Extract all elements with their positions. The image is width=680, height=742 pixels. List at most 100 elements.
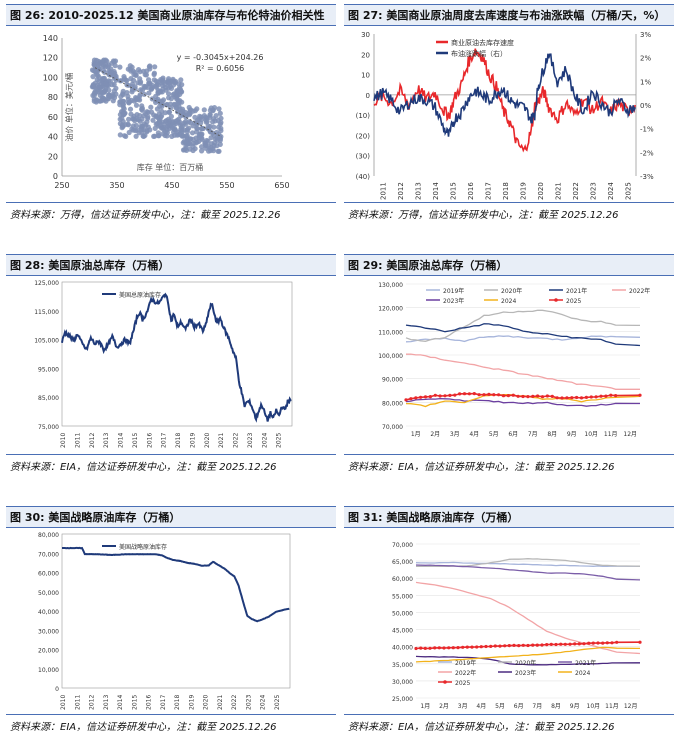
series-marker <box>559 642 563 646</box>
legend-label: 2023年 <box>443 297 464 305</box>
scatter-point <box>183 133 189 139</box>
panel-fig28: 图 28: 美国原油总库存（万桶） 75,000 85,000 95,000 105,… <box>6 254 336 473</box>
x-tick-label: 2025 <box>276 433 283 448</box>
scatter-point <box>151 70 157 76</box>
y-tick-label: 50,000 <box>38 590 59 597</box>
scatter-point <box>124 90 130 96</box>
scatter-point <box>164 133 170 139</box>
series-marker <box>419 646 423 650</box>
series-marker <box>521 394 525 399</box>
series-marker <box>487 392 491 396</box>
series-marker <box>433 393 437 397</box>
series-marker <box>458 392 462 396</box>
left-tick-label: (40) <box>356 173 371 181</box>
x-tick-label: 2022 <box>231 695 238 710</box>
scatter-point <box>202 142 208 148</box>
series-marker <box>506 394 510 398</box>
source-note: 资料来源：万得，信达证券研发中心，注：截至 2025.12.26 <box>6 202 336 221</box>
y-tick-label: 80,000 <box>38 532 59 539</box>
series-marker <box>453 393 457 397</box>
scatter-point <box>153 99 159 105</box>
x-tick-label: 9月 <box>567 431 577 438</box>
scatter-point <box>170 120 176 126</box>
x-tick-label: 2015 <box>132 433 139 448</box>
panel-title: 图 30: 美国战略原油库存（万桶） <box>6 506 336 528</box>
scatter-point <box>126 129 132 136</box>
x-tick-label: 9月 <box>570 703 580 710</box>
legend-label: 布油涨跌幅（右） <box>451 49 507 58</box>
series-marker <box>492 393 496 397</box>
scatter-point <box>148 104 154 110</box>
x-tick-label: 650 <box>274 181 289 190</box>
scatter-point <box>120 98 126 105</box>
right-tick-label: 0% <box>640 102 651 110</box>
scatter-point <box>168 85 175 91</box>
series-marker <box>550 394 554 398</box>
x-tick-label: 5月 <box>495 703 505 710</box>
y-tick-label: 0 <box>55 686 59 693</box>
series-line <box>405 323 641 347</box>
scatter-point <box>100 76 107 82</box>
legend-label: 2020年 <box>515 659 536 667</box>
scatter-point <box>150 117 156 123</box>
series-marker <box>589 395 593 399</box>
x-tick-label: 2013 <box>103 433 110 448</box>
scatter-point <box>132 70 138 76</box>
series-line <box>61 292 292 423</box>
series-marker <box>531 643 535 647</box>
series-marker <box>497 393 501 397</box>
scatter-point <box>166 109 172 115</box>
left-tick-label: 20 <box>361 51 370 59</box>
x-tick-label: 2023 <box>245 695 252 710</box>
legend-label: 2022年 <box>629 287 650 295</box>
series-marker <box>456 646 460 650</box>
y-tick-label: 30,000 <box>392 679 413 686</box>
series-marker <box>437 646 441 650</box>
x-tick-label: 2024 <box>607 182 615 200</box>
x-tick-label: 2013 <box>103 695 110 710</box>
y-tick-label: 130,000 <box>378 282 403 289</box>
scatter-point <box>174 94 180 101</box>
plot-area <box>61 281 293 427</box>
scatter-point <box>153 83 159 89</box>
x-tick-label: 6月 <box>508 431 518 438</box>
y-tick-label: 30,000 <box>38 628 59 635</box>
plot-area <box>61 533 291 689</box>
series-marker <box>609 393 613 397</box>
x-tick-label: 2016 <box>146 695 153 710</box>
x-tick-label: 4月 <box>476 703 486 710</box>
y-tick-label: 95,000 <box>38 366 59 373</box>
series-marker <box>591 641 595 645</box>
series-marker <box>540 643 544 647</box>
x-axis-label: 库存 单位：百万桶 <box>137 162 204 172</box>
scatter-point <box>90 74 96 80</box>
right-tick-label: -1% <box>640 126 654 134</box>
y-tick-label: 120 <box>43 54 58 63</box>
scatter-point <box>143 83 149 90</box>
series-marker <box>560 396 564 400</box>
x-tick-label: 2011 <box>380 182 388 200</box>
series-marker <box>638 393 642 397</box>
scatter-point <box>216 148 222 154</box>
series-marker <box>526 395 530 399</box>
series-marker <box>568 642 572 646</box>
scatter-point <box>184 127 190 133</box>
series-line <box>415 564 641 581</box>
x-tick-label: 2014 <box>117 695 124 710</box>
scatter-point <box>141 113 147 119</box>
legend-label: 2025 <box>455 680 470 687</box>
scatter-point <box>162 129 169 135</box>
series-marker <box>540 395 545 399</box>
scatter-point <box>147 66 153 72</box>
scatter-point <box>90 83 96 89</box>
x-tick-label: 2012 <box>89 695 96 710</box>
scatter-point <box>187 141 193 147</box>
scatter-point <box>161 121 167 127</box>
scatter-point <box>145 114 151 120</box>
scatter-point <box>194 106 200 112</box>
scatter-point <box>166 81 172 87</box>
scatter-point <box>173 104 179 111</box>
scatter-point <box>156 119 162 125</box>
scatter-point <box>178 77 184 83</box>
series-marker <box>577 642 581 646</box>
